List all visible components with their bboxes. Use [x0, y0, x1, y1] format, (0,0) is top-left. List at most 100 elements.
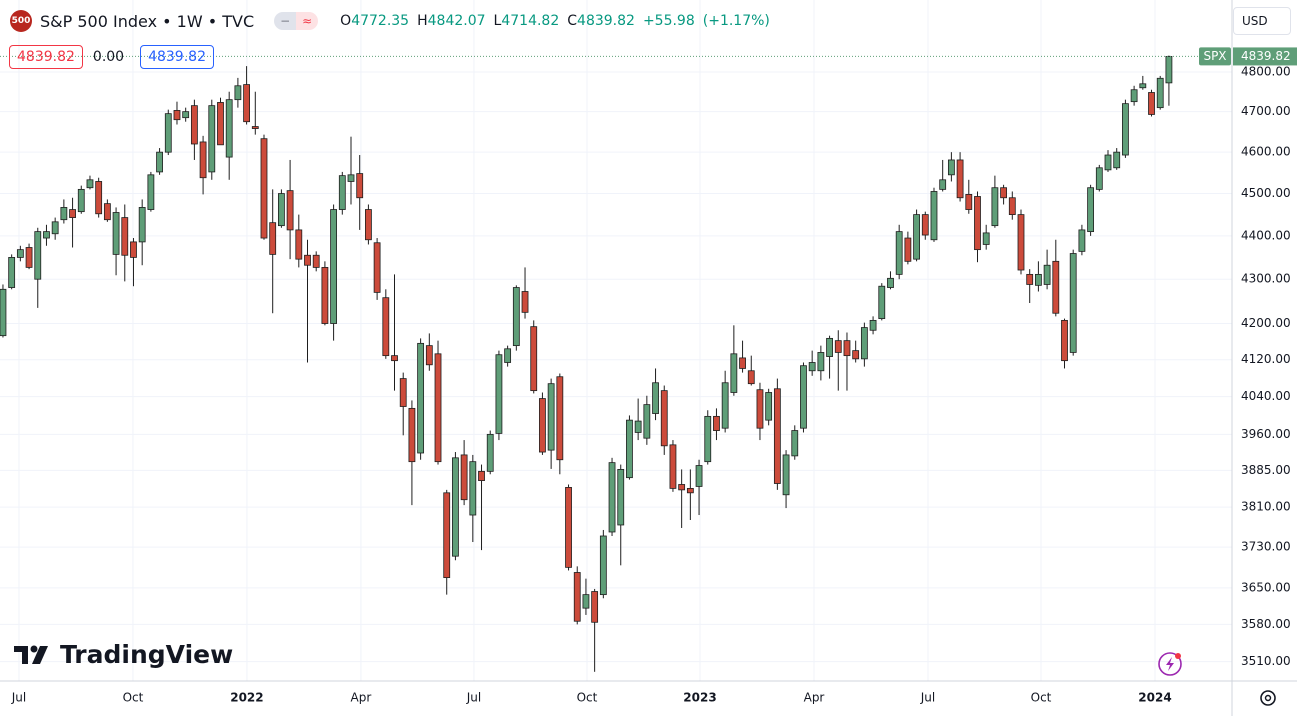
candle-body [652, 382, 659, 414]
candle-body [843, 340, 851, 357]
y-tick-label: 4040.00 [1241, 389, 1291, 403]
candle-body [138, 207, 146, 243]
candle-body [599, 535, 607, 596]
price-tag-text: 4839.82 [1241, 49, 1291, 63]
candle-body [1130, 89, 1138, 103]
candle-body [1104, 154, 1112, 171]
candle-body [808, 362, 816, 372]
settings-icon[interactable] [1260, 690, 1276, 706]
candle-body [217, 102, 224, 146]
y-tick-label: 4700.00 [1241, 104, 1291, 118]
candle-body [1052, 260, 1060, 314]
candle-body [382, 297, 390, 357]
status-pills: − ≈ [274, 12, 319, 30]
x-tick-label: 2024 [1138, 691, 1171, 705]
candle-body [1026, 273, 1034, 285]
symbol-header: 500 S&P 500 Index • 1W • TVC − ≈ O4772.35… [10, 10, 770, 32]
candle-body [495, 354, 503, 434]
candle-body [130, 241, 137, 258]
y-tick-label: 4600.00 [1241, 145, 1291, 159]
candle-body [791, 430, 799, 457]
candle-body [243, 84, 250, 123]
candle-body [338, 175, 346, 210]
x-tick-label: Jul [466, 691, 481, 705]
candle-body [643, 404, 651, 439]
candle-body [321, 267, 329, 324]
candle-body [0, 288, 7, 337]
candle-body [164, 113, 172, 153]
candle-body [77, 188, 85, 213]
candle-body [921, 214, 929, 236]
candle-body [704, 415, 712, 463]
quote-boxes: 4839.82 0.00 4839.82 [9, 45, 214, 69]
alert-icon[interactable] [1158, 652, 1182, 676]
label: L [493, 13, 502, 29]
candle-body [765, 392, 773, 421]
watermark: TradingView [14, 640, 233, 669]
candle-body [1061, 319, 1068, 362]
currency-button[interactable]: USD [1233, 7, 1291, 35]
candle-body [695, 465, 703, 487]
y-tick-label: 4120.00 [1241, 352, 1291, 366]
x-tick-label: Jul [11, 691, 26, 705]
label: O [340, 13, 352, 29]
candle-body [878, 285, 886, 319]
value: 4842.07 [427, 13, 486, 29]
candle-body [773, 388, 781, 484]
candle-body [60, 207, 68, 221]
candle-body [747, 370, 755, 385]
watermark-logo [14, 645, 48, 664]
candle-body [913, 214, 920, 260]
candle-body [86, 179, 94, 189]
ohlc-close: C4839.82 [567, 13, 635, 29]
candle-body [69, 209, 76, 218]
alert-ring [1158, 652, 1182, 676]
label: H [417, 13, 428, 29]
candle-body [373, 242, 381, 293]
candle-body [156, 151, 163, 173]
candle-body [974, 196, 981, 251]
candle-body [852, 350, 860, 360]
symbol-title[interactable]: S&P 500 Index • 1W • TVC [40, 11, 255, 31]
candle-body [956, 159, 964, 199]
candle-body [991, 187, 999, 227]
candle-body [869, 319, 877, 331]
candle-body [391, 355, 398, 362]
candle-body [826, 337, 833, 357]
candle-body [947, 159, 955, 176]
candle-body [225, 99, 233, 158]
y-tick-label: 4200.00 [1241, 316, 1291, 330]
candle-body [660, 390, 668, 447]
candle-body [1122, 103, 1129, 156]
x-tick-label: Oct [123, 691, 144, 705]
candle-body [608, 462, 616, 533]
candle-body [634, 420, 642, 433]
candle-body [1139, 83, 1147, 89]
price-tag [1233, 47, 1297, 66]
candle-body [756, 389, 764, 429]
candle-body [469, 461, 477, 516]
candle-body [199, 141, 207, 179]
candle-body [16, 249, 24, 258]
ohlc-values: O4772.35 H4842.07 L4714.82 C4839.82 +55.… [340, 13, 770, 29]
candle-body [25, 247, 33, 268]
symbol-tag [1199, 47, 1231, 66]
candle-body [730, 353, 738, 393]
candle-body [347, 174, 355, 182]
candle-body [208, 105, 216, 173]
value: 4772.35 [351, 13, 410, 29]
buy-button[interactable]: 4839.82 [140, 45, 214, 69]
change: +55.98 [642, 13, 695, 29]
y-tick-label: 4800.00 [1241, 64, 1291, 78]
candle-body [800, 365, 807, 429]
candle-body [591, 591, 599, 623]
candle-body [521, 291, 529, 313]
x-tick-label: Apr [804, 691, 825, 705]
candle-body [547, 383, 555, 451]
x-tick-label: Oct [1031, 691, 1052, 705]
candle-body [147, 174, 155, 210]
candle-body [982, 232, 990, 245]
y-tick-label: 4500.00 [1241, 186, 1291, 200]
sell-button[interactable]: 4839.82 [9, 45, 83, 69]
